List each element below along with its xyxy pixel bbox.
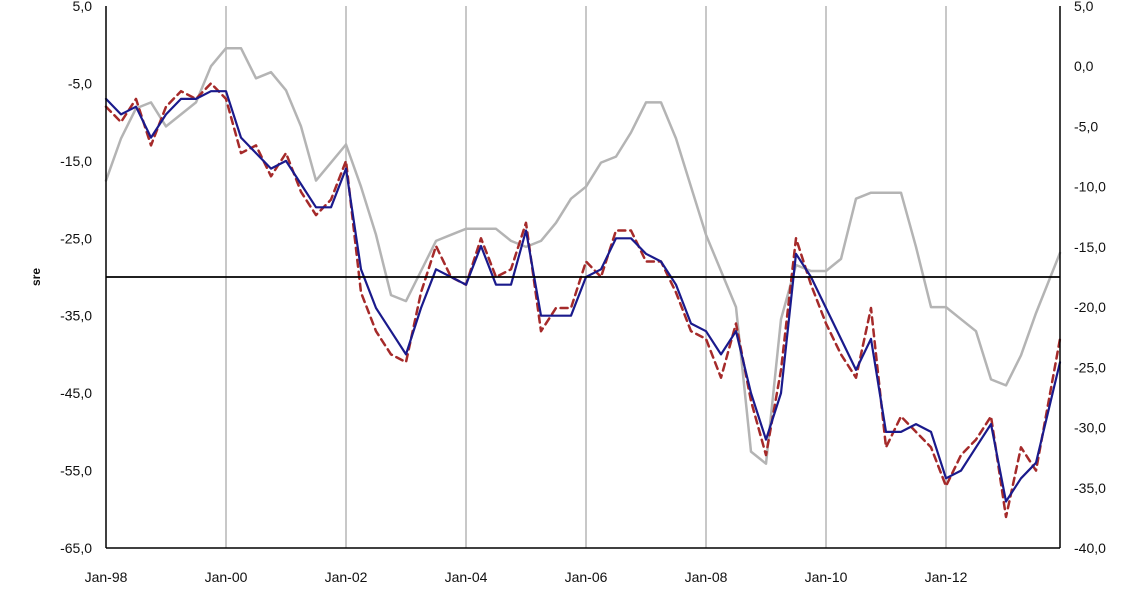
x-tick-label: Jan-12 (925, 569, 968, 585)
series-line-solid-blue (104, 90, 1062, 503)
y-left-tick-label: -25,0 (60, 230, 92, 246)
x-tick-label: Jan-00 (205, 569, 248, 585)
y-right-tick-label: -20,0 (1074, 299, 1106, 315)
y-left-tick-label: -35,0 (60, 308, 92, 324)
y-left-tick-label: 5,0 (73, 0, 93, 14)
series-line-gray (104, 46, 1062, 465)
y-left-tick-label: -5,0 (68, 75, 92, 91)
y-left-tick-label: -15,0 (60, 153, 92, 169)
axis-layer: Jan-98 Jan-00 Jan-02 Jan-04 Jan-06 Jan-08 Jan-… (60, 0, 1106, 585)
y-right-tick-label: -35,0 (1074, 480, 1106, 496)
series-layer (104, 46, 1062, 519)
y-left-tick-label: -45,0 (60, 385, 92, 401)
y-right-tick-label: -15,0 (1074, 239, 1106, 255)
x-tick-label: Jan-10 (805, 569, 848, 585)
y-right-tick-label: -30,0 (1074, 420, 1106, 436)
x-tick-label: Jan-98 (85, 569, 128, 585)
x-tick-label: Jan-06 (565, 569, 608, 585)
y-axis-title: sre (29, 268, 43, 286)
y-left-tick-label: -55,0 (60, 463, 92, 479)
x-tick-label: Jan-02 (325, 569, 368, 585)
y-right-tick-label: -10,0 (1074, 179, 1106, 195)
y-right-tick-label: -25,0 (1074, 359, 1106, 375)
x-tick-label: Jan-08 (685, 569, 728, 585)
y-right-tick-label: 0,0 (1074, 58, 1094, 74)
y-right-tick-label: -40,0 (1074, 540, 1106, 556)
x-tick-label: Jan-04 (445, 569, 488, 585)
y-right-tick-label: -5,0 (1074, 118, 1098, 134)
y-left-tick-label: -65,0 (60, 540, 92, 556)
y-right-tick-label: 5,0 (1074, 0, 1094, 14)
